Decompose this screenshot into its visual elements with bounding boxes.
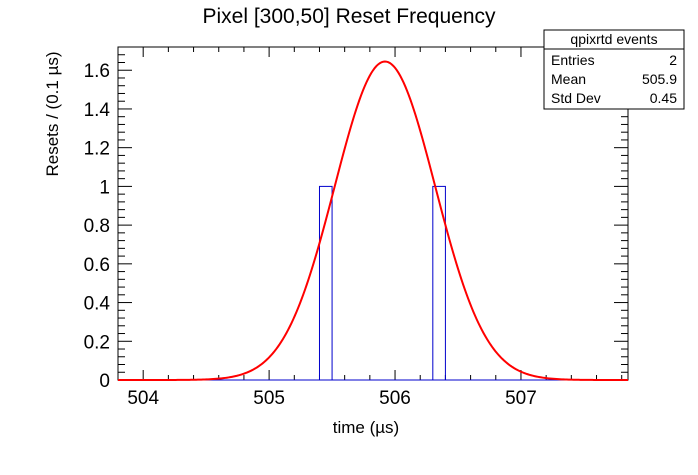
y-tick-label: 0.2 — [84, 332, 110, 353]
y-axis-title: Resets / (0.1 µs) — [43, 51, 62, 176]
stats-mean-value: 505.9 — [642, 71, 677, 87]
stats-box-frame — [543, 29, 685, 110]
y-tick-label: 1.6 — [84, 61, 110, 82]
histogram-bin — [318, 185, 333, 381]
x-tick-label: 505 — [253, 388, 285, 409]
y-tick-label: 0.6 — [84, 255, 110, 276]
stats-entries-label: Entries — [551, 52, 595, 68]
y-tick-label: 1.4 — [84, 100, 111, 121]
y-tick-label: 0 — [99, 371, 110, 392]
histogram-bin — [432, 185, 446, 381]
y-tick-label: 0.4 — [84, 294, 111, 315]
x-axis: 504 505 506 507 — [117, 47, 623, 409]
stats-mean-label: Mean — [551, 71, 586, 87]
stats-stddev-label: Std Dev — [551, 90, 601, 106]
stats-box-title: qpixrtd events — [570, 31, 657, 47]
fit-curve — [118, 60, 628, 381]
stats-box: qpixrtd events Entries 2 Mean 505.9 Std … — [543, 29, 685, 110]
x-tick-label: 504 — [127, 388, 159, 409]
histogram-series — [118, 185, 628, 381]
stats-stddev-value: 0.45 — [650, 90, 677, 106]
stats-entries-value: 2 — [669, 52, 677, 68]
chart-title: Pixel [300,50] Reset Frequency — [203, 5, 496, 28]
x-tick-label: 506 — [379, 388, 411, 409]
y-tick-label: 1 — [99, 177, 110, 198]
x-axis-title: time (µs) — [333, 418, 399, 437]
x-tick-label: 507 — [505, 388, 537, 409]
y-tick-label: 1.2 — [84, 139, 110, 160]
y-tick-label: 0.8 — [84, 216, 110, 237]
